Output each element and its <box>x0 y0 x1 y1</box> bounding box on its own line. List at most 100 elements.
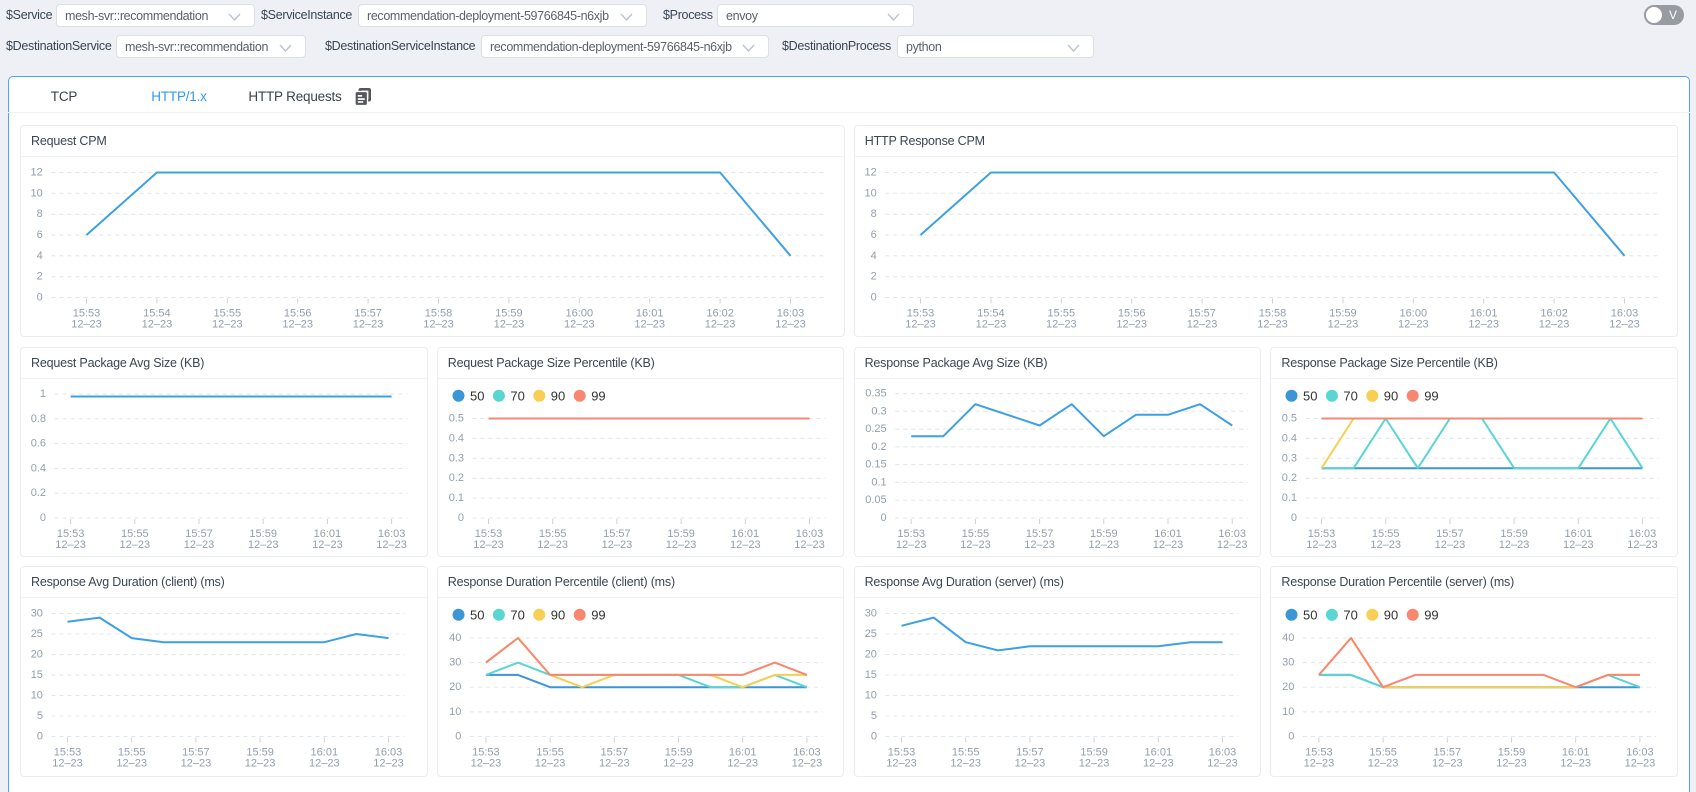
svg-text:15:53: 15:53 <box>57 528 85 540</box>
svg-text:12–23: 12–23 <box>1216 539 1247 551</box>
svg-text:12–23: 12–23 <box>601 539 632 551</box>
svg-text:0: 0 <box>455 731 461 743</box>
svg-text:0.35: 0.35 <box>865 387 886 399</box>
svg-text:12–23: 12–23 <box>1371 539 1402 551</box>
svg-text:12–23: 12–23 <box>1625 758 1656 770</box>
svg-text:12–23: 12–23 <box>423 319 454 331</box>
svg-text:15:55: 15:55 <box>1047 308 1075 320</box>
svg-text:16:03: 16:03 <box>1627 747 1655 759</box>
svg-text:15:55: 15:55 <box>952 747 980 759</box>
svg-text:99: 99 <box>1425 607 1439 622</box>
svg-text:99: 99 <box>1425 388 1439 403</box>
svg-text:16:02: 16:02 <box>706 308 734 320</box>
svg-text:16:01: 16:01 <box>729 747 757 759</box>
svg-text:15:59: 15:59 <box>1498 747 1526 759</box>
svg-text:12–23: 12–23 <box>376 539 407 551</box>
svg-text:15:53: 15:53 <box>54 747 82 759</box>
svg-text:0.3: 0.3 <box>449 452 464 464</box>
svg-text:20: 20 <box>449 681 461 693</box>
svg-text:12–23: 12–23 <box>727 758 758 770</box>
svg-text:12–23: 12–23 <box>116 758 147 770</box>
svg-text:12–23: 12–23 <box>1435 539 1466 551</box>
svg-text:15:56: 15:56 <box>284 308 312 320</box>
svg-text:12–23: 12–23 <box>353 319 384 331</box>
svg-text:15:57: 15:57 <box>603 528 631 540</box>
svg-text:5: 5 <box>37 710 43 722</box>
svg-text:15: 15 <box>31 669 43 681</box>
svg-text:16:03: 16:03 <box>793 747 821 759</box>
svg-text:16:01: 16:01 <box>1470 308 1498 320</box>
svg-text:12–23: 12–23 <box>599 758 630 770</box>
svg-text:30: 30 <box>864 608 876 620</box>
svg-text:0.2: 0.2 <box>1282 472 1297 484</box>
svg-text:0: 0 <box>1289 731 1295 743</box>
svg-text:12–23: 12–23 <box>494 319 525 331</box>
svg-text:15:55: 15:55 <box>539 528 567 540</box>
svg-text:15:55: 15:55 <box>536 747 564 759</box>
svg-text:15:53: 15:53 <box>1308 528 1336 540</box>
svg-text:15:53: 15:53 <box>1306 747 1334 759</box>
svg-text:15:55: 15:55 <box>121 528 149 540</box>
svg-text:15:57: 15:57 <box>185 528 213 540</box>
svg-text:12–23: 12–23 <box>245 758 276 770</box>
svg-text:10: 10 <box>864 690 876 702</box>
svg-text:0.2: 0.2 <box>449 472 464 484</box>
svg-text:0.6: 0.6 <box>31 437 46 449</box>
svg-text:12–23: 12–23 <box>1327 319 1358 331</box>
svg-text:99: 99 <box>591 607 605 622</box>
svg-text:16:01: 16:01 <box>1144 747 1172 759</box>
svg-text:12–23: 12–23 <box>535 758 566 770</box>
svg-text:90: 90 <box>1384 388 1398 403</box>
svg-text:10: 10 <box>449 706 461 718</box>
svg-text:12–23: 12–23 <box>975 319 1006 331</box>
svg-text:6: 6 <box>37 229 43 241</box>
svg-text:12–23: 12–23 <box>1468 319 1499 331</box>
svg-text:12–23: 12–23 <box>1561 758 1592 770</box>
svg-text:0.2: 0.2 <box>31 487 46 499</box>
svg-text:15:58: 15:58 <box>1259 308 1287 320</box>
svg-text:10: 10 <box>31 690 43 702</box>
svg-text:16:01: 16:01 <box>314 528 342 540</box>
svg-text:0.15: 0.15 <box>865 458 886 470</box>
svg-text:0.3: 0.3 <box>871 405 886 417</box>
svg-text:12–23: 12–23 <box>1152 539 1183 551</box>
svg-text:15:59: 15:59 <box>1080 747 1108 759</box>
svg-text:16:03: 16:03 <box>1611 308 1639 320</box>
svg-text:0.5: 0.5 <box>449 412 464 424</box>
svg-text:90: 90 <box>1384 607 1398 622</box>
svg-text:15:55: 15:55 <box>1372 528 1400 540</box>
svg-text:12–23: 12–23 <box>55 539 86 551</box>
svg-text:10: 10 <box>864 187 876 199</box>
svg-text:70: 70 <box>1344 607 1358 622</box>
svg-text:12–23: 12–23 <box>1024 539 1055 551</box>
svg-text:12–23: 12–23 <box>184 539 215 551</box>
svg-text:70: 70 <box>510 388 524 403</box>
svg-text:16:01: 16:01 <box>1562 747 1590 759</box>
svg-text:12–23: 12–23 <box>1398 319 1429 331</box>
svg-text:15:57: 15:57 <box>1434 747 1462 759</box>
svg-text:12–23: 12–23 <box>312 539 343 551</box>
svg-text:0: 0 <box>37 292 43 304</box>
svg-text:16:03: 16:03 <box>1218 528 1246 540</box>
svg-text:12–23: 12–23 <box>1187 319 1218 331</box>
svg-text:20: 20 <box>1282 681 1294 693</box>
svg-text:5: 5 <box>870 710 876 722</box>
svg-text:12–23: 12–23 <box>1368 758 1399 770</box>
svg-text:15:53: 15:53 <box>472 747 500 759</box>
svg-text:15:56: 15:56 <box>1118 308 1146 320</box>
svg-text:25: 25 <box>31 628 43 640</box>
svg-text:12–23: 12–23 <box>248 539 279 551</box>
svg-text:20: 20 <box>864 649 876 661</box>
svg-text:0.1: 0.1 <box>871 476 886 488</box>
svg-text:10: 10 <box>31 187 43 199</box>
svg-text:2: 2 <box>37 271 43 283</box>
svg-text:0: 0 <box>458 512 464 524</box>
svg-text:12–23: 12–23 <box>1563 539 1594 551</box>
svg-text:15:54: 15:54 <box>143 308 171 320</box>
svg-text:15:55: 15:55 <box>118 747 146 759</box>
svg-text:16:03: 16:03 <box>1629 528 1657 540</box>
svg-text:0.8: 0.8 <box>31 412 46 424</box>
svg-text:12–23: 12–23 <box>564 319 595 331</box>
svg-text:0.4: 0.4 <box>1282 432 1297 444</box>
svg-text:90: 90 <box>551 388 565 403</box>
